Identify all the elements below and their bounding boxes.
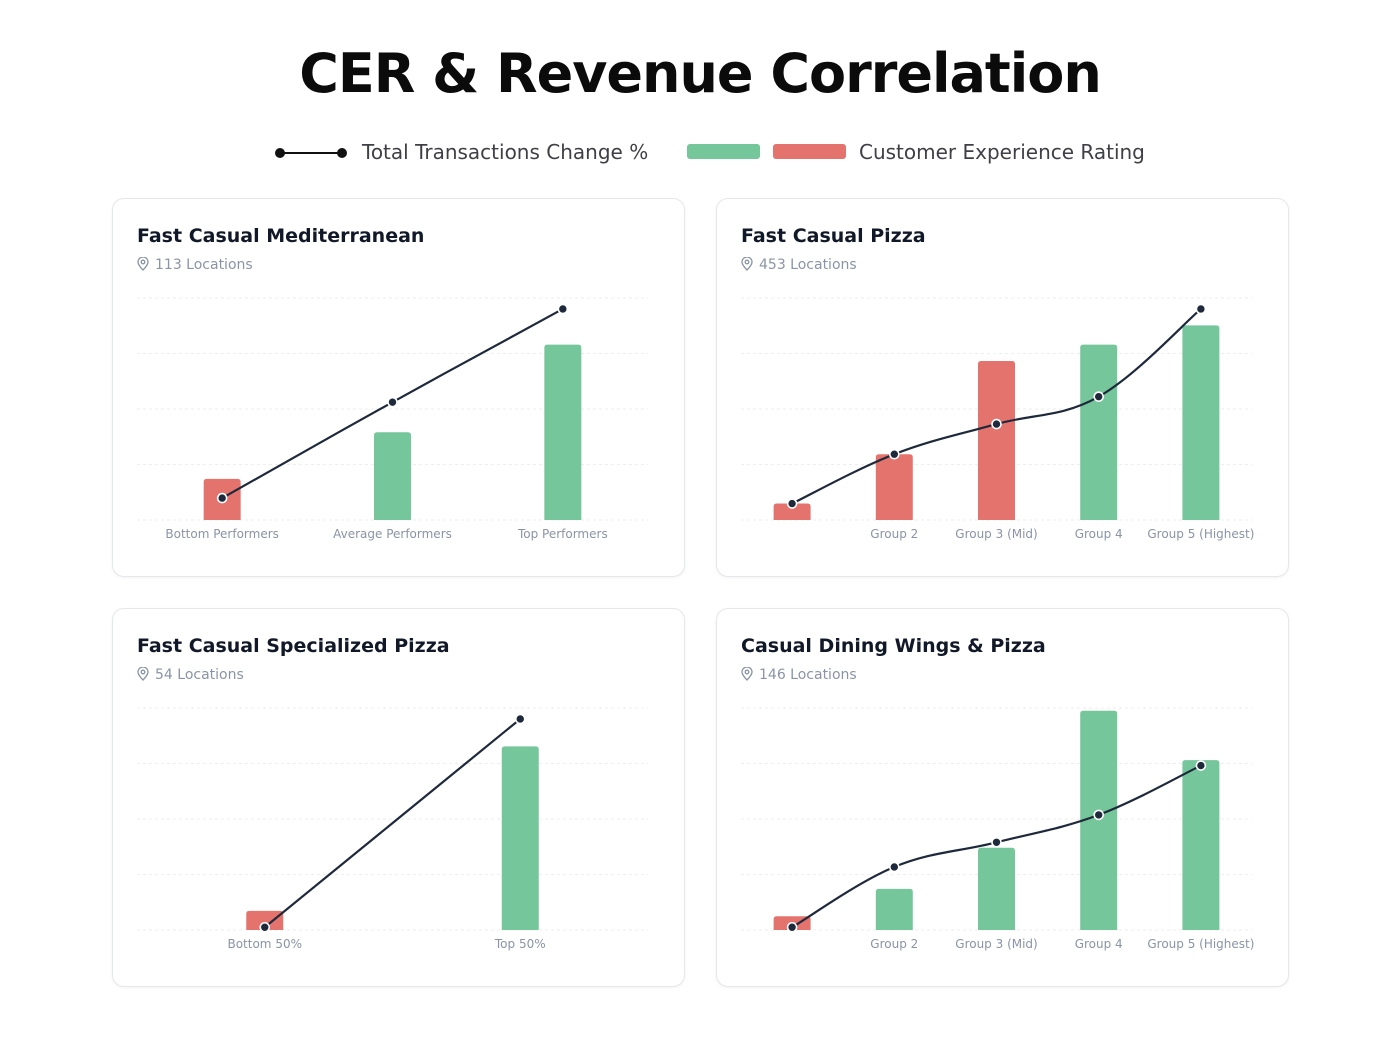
legend-swatch-positive	[687, 144, 760, 159]
bar	[544, 344, 582, 520]
chart-plot: Group 2 Group 3 (Mid) Group 4 Group 5 (High…	[741, 707, 1254, 951]
line-point	[259, 921, 271, 933]
x-tick-label: Group 4	[1075, 527, 1123, 541]
line-point	[514, 713, 526, 725]
location-count: 146 Locations	[759, 667, 857, 683]
line-point	[889, 448, 900, 460]
card-title: Fast Casual Mediterranean	[137, 225, 425, 247]
x-tick-label: Average Performers	[333, 527, 452, 541]
chart-card-3: Fast Casual Specialized Pizza 54 Locatio…	[112, 608, 685, 987]
map-pin-icon	[137, 667, 149, 681]
chart-card-4: Casual Dining Wings & Pizza 146 Location…	[716, 608, 1289, 987]
x-tick-label: Group 5 (Highest)	[1147, 937, 1254, 951]
card-subtitle: 453 Locations	[741, 257, 857, 273]
chart-plot: Bottom 50% Top 50%	[137, 707, 648, 951]
card-subtitle: 146 Locations	[741, 667, 857, 683]
line-point	[216, 492, 228, 504]
card-title: Fast Casual Specialized Pizza	[137, 635, 450, 657]
bar	[501, 746, 539, 930]
card-title: Fast Casual Pizza	[741, 225, 926, 247]
x-tick-label: Top Performers	[517, 527, 608, 541]
page-title: CER & Revenue Correlation	[299, 42, 1102, 105]
x-tick-label: Group 2	[870, 527, 918, 541]
line-point	[1195, 760, 1207, 771]
bar	[374, 432, 411, 520]
chart-plot: Bottom Performers Average Performers Top P…	[137, 297, 648, 541]
series-line	[264, 718, 521, 929]
line-point	[1093, 809, 1105, 821]
x-tick-label: Group 3 (Mid)	[955, 937, 1037, 951]
card-subtitle: 113 Locations	[137, 257, 253, 273]
legend-bar-label: Customer Experience Rating	[859, 140, 1145, 164]
location-count: 113 Locations	[155, 257, 253, 273]
x-tick-label: Bottom 50%	[227, 937, 302, 951]
x-tick-label: Group 5 (Highest)	[1147, 527, 1254, 541]
chart-legend: Total Transactions Change % Customer Exp…	[0, 138, 1400, 170]
x-tick-label: Bottom Performers	[165, 527, 279, 541]
bar	[1080, 710, 1118, 930]
legend-line-label: Total Transactions Change %	[362, 140, 649, 164]
legend-swatch-negative	[773, 144, 846, 159]
bar	[773, 503, 811, 520]
line-point	[991, 836, 1002, 848]
map-pin-icon	[741, 667, 753, 681]
line-point	[889, 861, 900, 873]
location-count: 453 Locations	[759, 257, 857, 273]
bar	[978, 361, 1015, 520]
map-pin-icon	[137, 257, 149, 271]
x-tick-label: Group 4	[1075, 937, 1123, 951]
location-count: 54 Locations	[155, 667, 244, 683]
bar	[1080, 344, 1118, 520]
line-point	[1093, 391, 1105, 402]
x-tick-label: Group 3 (Mid)	[955, 527, 1037, 541]
bar	[246, 910, 284, 930]
legend-line-marker	[275, 148, 347, 158]
x-tick-label: Group 2	[870, 937, 918, 951]
bar	[978, 847, 1015, 930]
card-title: Casual Dining Wings & Pizza	[741, 635, 1046, 657]
line-point	[786, 498, 798, 509]
bar	[1182, 760, 1220, 930]
line-point	[1195, 303, 1207, 315]
bar	[875, 454, 913, 520]
x-tick-label: Top 50%	[494, 937, 546, 951]
bar	[1182, 325, 1220, 520]
line-point	[991, 418, 1002, 430]
line-point	[557, 303, 569, 315]
line-point	[786, 921, 798, 933]
card-subtitle: 54 Locations	[137, 667, 244, 683]
bar	[875, 888, 913, 930]
map-pin-icon	[741, 257, 753, 271]
chart-plot: Group 2 Group 3 (Mid) Group 4 Group 5 (High…	[741, 297, 1254, 541]
chart-card-1: Fast Casual Mediterranean 113 Locations …	[112, 198, 685, 577]
line-point	[387, 396, 398, 408]
